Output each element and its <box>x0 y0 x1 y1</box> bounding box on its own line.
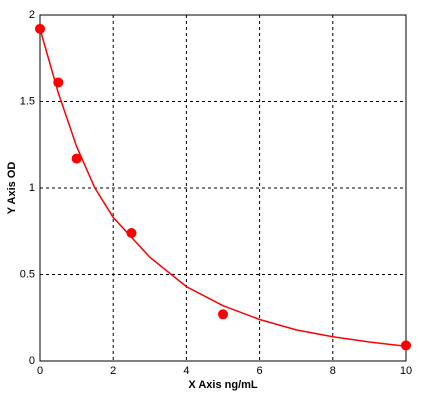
x-axis-title: X Axis ng/mL <box>188 379 258 391</box>
x-tick-label: 10 <box>400 365 412 377</box>
y-tick-label: 2 <box>29 9 35 21</box>
data-point <box>218 309 228 320</box>
plot-frame <box>39 14 407 362</box>
x-tick-label: 8 <box>330 365 336 377</box>
y-tick-label: 0.5 <box>20 268 35 280</box>
data-point <box>53 77 64 88</box>
y-tick-label: 1 <box>29 182 35 194</box>
y-tick-label: 0 <box>29 355 35 367</box>
x-tick-label: 0 <box>37 365 43 377</box>
x-tick-label: 2 <box>110 365 116 377</box>
x-tick-label: 4 <box>183 365 189 377</box>
x-tick-label: 6 <box>257 365 263 377</box>
data-point <box>401 340 411 351</box>
data-point <box>71 153 82 164</box>
data-point <box>35 23 45 34</box>
fit-curve <box>39 28 407 348</box>
y-tick-label: 1.5 <box>20 95 35 107</box>
data-point <box>126 227 137 238</box>
y-axis-title: Y Axis OD <box>6 162 18 215</box>
